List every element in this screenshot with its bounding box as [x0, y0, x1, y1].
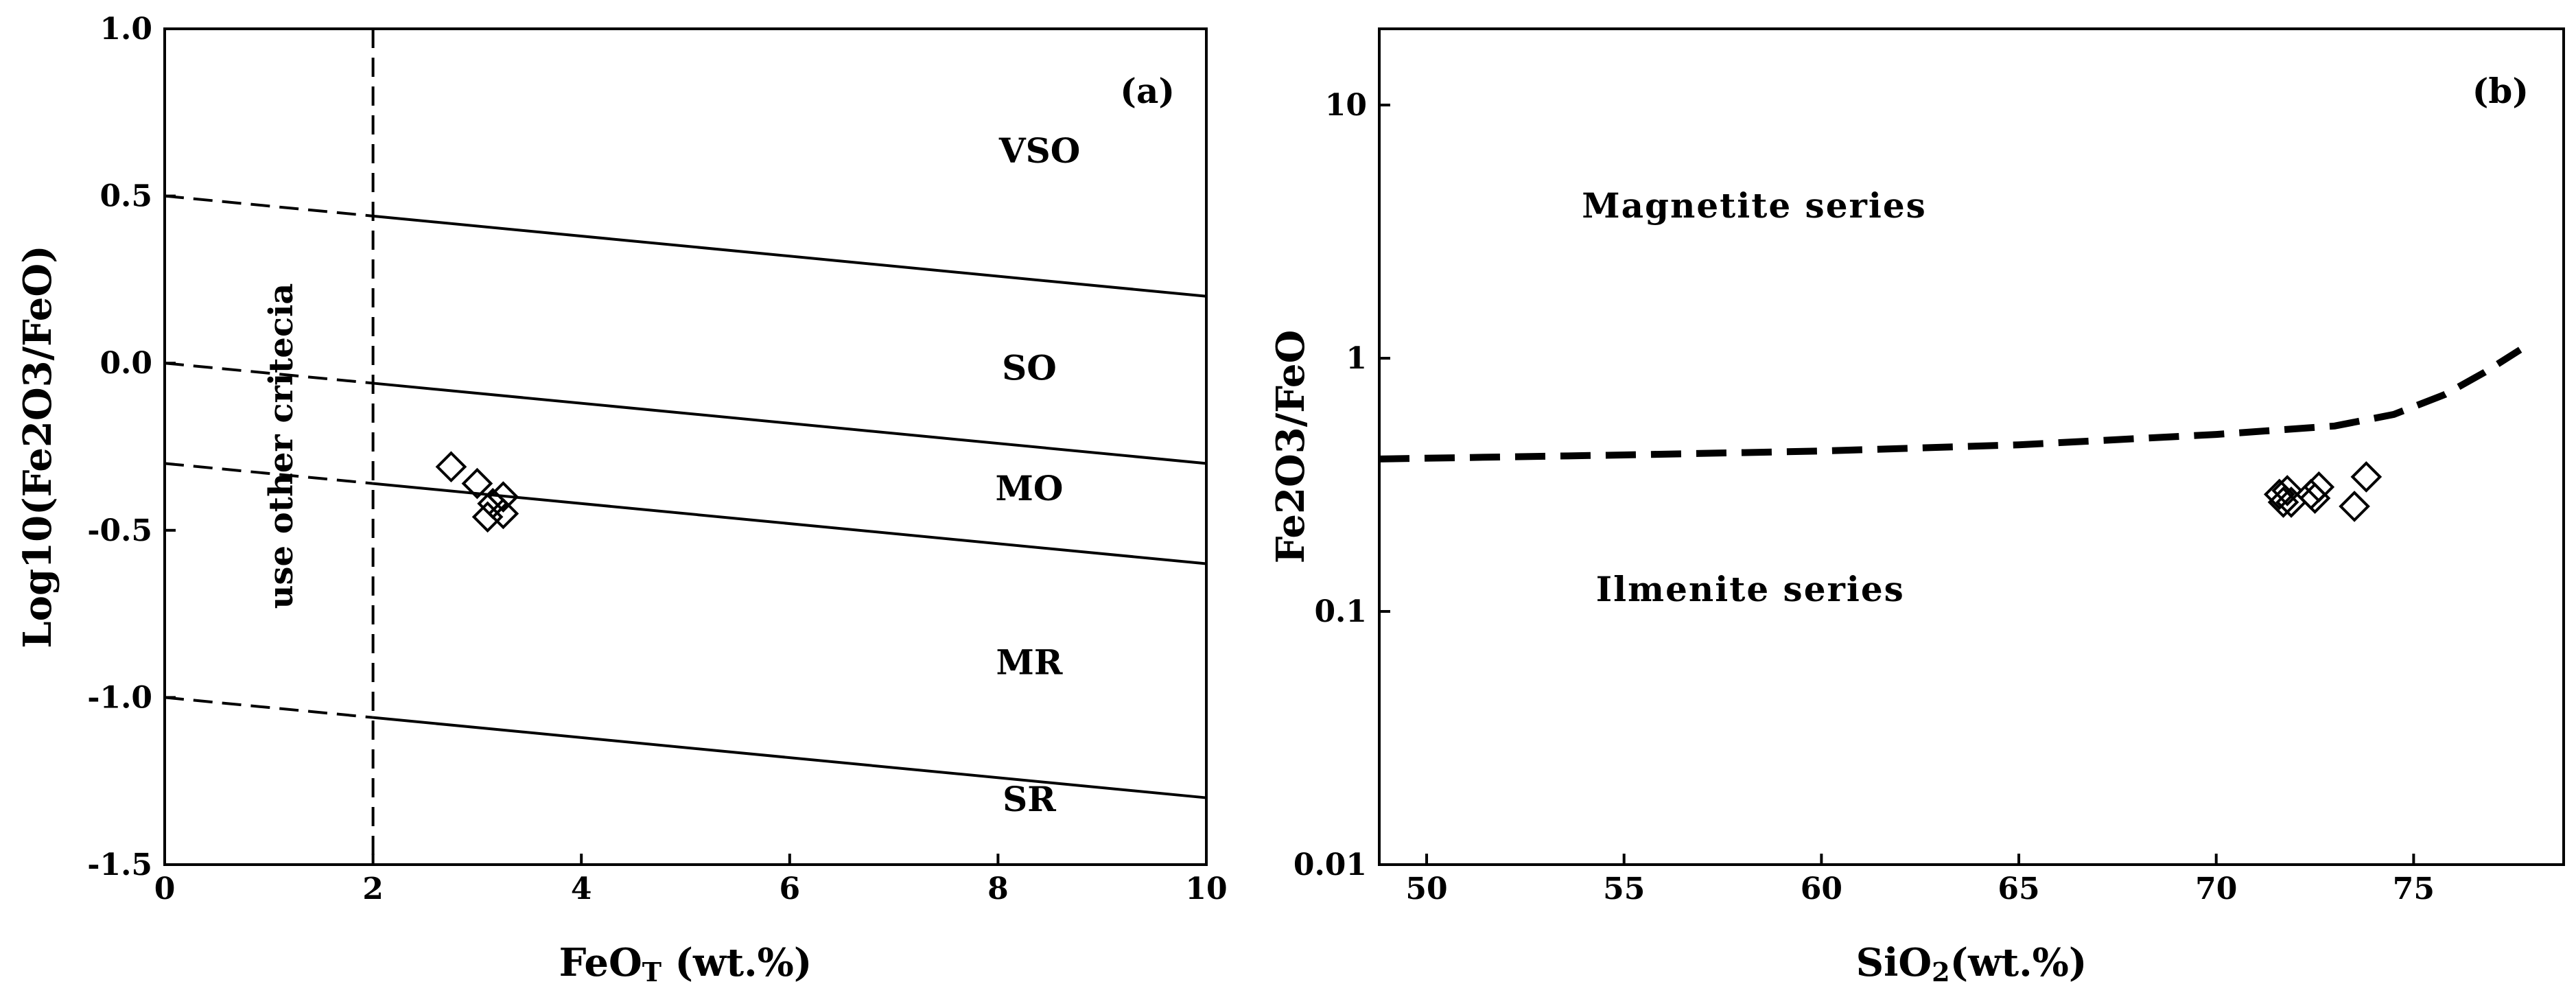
- panel-b: 50 55 60 65 70 75 10 1 0.1 0.01 Magnetite series I…: [1268, 27, 2565, 987]
- y-tick-label: 0.1: [1314, 594, 1367, 629]
- boundary-line-solid: [373, 214, 1207, 298]
- y-tick-label: 10: [1325, 88, 1367, 123]
- region-label-mo: MO: [995, 468, 1063, 508]
- panel-b-y-axis-title: Fe2O3/FeO: [1268, 330, 1313, 564]
- x-tick-label: 55: [1603, 871, 1645, 906]
- panel-a-ticks: 0 2 4 6 8 10 1.0 0.5 0.0 -0.5 -1.0 -1.5: [87, 12, 1227, 906]
- panel-a-vertical-note: use other critecia: [262, 283, 301, 609]
- boundary-line-dashed: [164, 194, 373, 218]
- y-tick-label: 1: [1346, 341, 1367, 376]
- y-tick-label: -0.5: [87, 513, 152, 548]
- panel-b-frame: [1378, 27, 2565, 866]
- panel-b-label: (b): [2472, 71, 2529, 111]
- panel-a-region-labels: VSO SO MO MR SR: [995, 130, 1080, 819]
- data-point: [2299, 482, 2331, 514]
- panel-b-data-points: [2263, 461, 2382, 522]
- x-tick-label: 4: [571, 871, 592, 906]
- x-tick-label: 60: [1801, 871, 1842, 906]
- y-tick-label: 1.0: [99, 12, 152, 47]
- boundary-line-dashed: [164, 362, 373, 385]
- boundary-line-solid: [373, 382, 1207, 465]
- x-tick-label: 0: [154, 871, 176, 906]
- x-tick-label: 10: [1185, 871, 1227, 906]
- y-tick-label: 0.5: [99, 179, 152, 214]
- panel-a: 0 2 4 6 8 10 1.0 0.5 0.0 -0.5 -1.0 -1.5 VSO SO MO MR SR…: [15, 12, 1228, 987]
- panel-b-x-axis-title: SiO2(wt.%): [1856, 940, 2087, 987]
- y-tick-label: 0.01: [1293, 847, 1367, 882]
- panel-a-boundary-lines: [164, 29, 1207, 865]
- data-point: [461, 467, 493, 500]
- boundary-line-dashed: [164, 462, 373, 485]
- x-tick-label: 75: [2393, 871, 2435, 906]
- data-point: [435, 451, 467, 483]
- region-label-sr: SR: [1003, 779, 1056, 819]
- data-point: [471, 501, 504, 533]
- boundary-line-dashed: [164, 696, 373, 719]
- data-point: [2350, 461, 2382, 493]
- x-tick-label: 50: [1405, 871, 1447, 906]
- region-label-magnetite-series: Magnetite series: [1582, 185, 1927, 226]
- x-tick-label: 70: [2195, 871, 2237, 906]
- panel-a-frame: [163, 27, 1208, 866]
- panel-b-region-labels: Magnetite series Ilmenite series: [1582, 185, 1927, 609]
- panel-a-label: (a): [1120, 71, 1175, 111]
- data-point: [487, 481, 519, 513]
- panel-b-boundary-curve: [1379, 347, 2522, 463]
- panel-b-ticks: 50 55 60 65 70 75 10 1 0.1 0.01: [1293, 88, 2435, 906]
- boundary-line-solid: [373, 716, 1207, 799]
- magnetite-ilmenite-boundary-curve: [1379, 347, 2522, 463]
- data-point: [2303, 471, 2335, 503]
- region-label-vso: VSO: [998, 130, 1080, 171]
- x-tick-label: 2: [362, 871, 384, 906]
- boundary-line-solid: [373, 482, 1207, 565]
- data-point: [487, 498, 519, 530]
- y-tick-label: -1.0: [87, 680, 152, 715]
- panel-a-x-axis-title: FeOT (wt.%): [559, 940, 812, 987]
- region-label-so: SO: [1002, 348, 1057, 388]
- x-tick-label: 8: [987, 871, 1009, 906]
- panel-a-data-points: [435, 451, 519, 533]
- x-tick-label: 6: [779, 871, 800, 906]
- panel-a-y-axis-title: Log10(Fe2O3/FeO): [15, 245, 60, 648]
- y-tick-label: -1.5: [87, 847, 152, 882]
- data-point: [2339, 491, 2370, 522]
- y-tick-label: 0.0: [99, 346, 152, 381]
- region-label-mr: MR: [996, 642, 1062, 682]
- region-label-ilmenite-series: Ilmenite series: [1596, 569, 1905, 609]
- data-point: [2271, 475, 2304, 506]
- x-tick-label: 65: [1998, 871, 2039, 906]
